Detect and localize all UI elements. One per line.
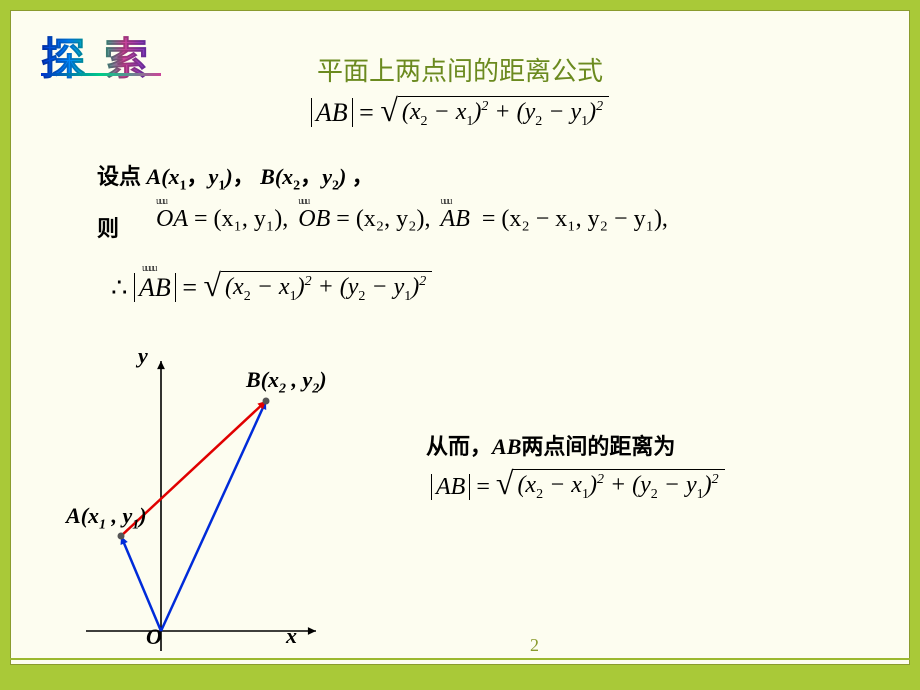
therefore-icon: ∴: [111, 273, 128, 302]
line-setpoints: 设点 A(x1，y1)， B(x2，y2) ，: [97, 159, 374, 194]
abs-AB: AB: [311, 98, 353, 127]
conclusion-text: 从而，AB两点间的距离为: [426, 429, 675, 461]
sqrt-icon: √: [496, 469, 514, 497]
vec-OA: u u u OA = (x₁, y₁),: [156, 206, 288, 233]
formula-main: AB = √ (x2 − x1)2 + (y2 − y1)2: [11, 96, 909, 130]
formula-conclusion: AB = √ (x2 − x1)2 + (y2 − y1)2: [431, 469, 725, 503]
sqrt-icon: √: [203, 271, 221, 299]
page-number: 2: [530, 635, 539, 656]
arrow-icon: u u u: [441, 196, 451, 207]
origin-label: O: [146, 624, 162, 650]
sqrt-body-3: (x2 − x1)2 + (y2 − y1)2: [513, 469, 724, 503]
arrow-icon: u u u: [298, 196, 308, 207]
line-then: 则: [97, 211, 119, 243]
sqrt-body-2: (x2 − x1)2 + (y2 − y1)2: [221, 271, 432, 305]
arrow-icon: u u u: [156, 196, 166, 207]
axis-x-label: x: [286, 623, 297, 649]
arrow-icon: u u u u: [142, 263, 156, 274]
axis-y-label: y: [138, 343, 148, 369]
slide-heading: 平面上两点间的距离公式: [11, 51, 909, 88]
vec-OB: u u u OB = (x₂, y₂),: [298, 206, 430, 233]
vec-AB: u u u AB = (x₂ − x₁, y₂ − y₁),: [441, 206, 668, 233]
point-B-label: B(x2 , y2): [246, 367, 327, 397]
bottom-accent-line: [10, 658, 910, 660]
slide-area: 探 索 平面上两点间的距离公式 AB = √ (x2 − x1)2 + (y2 …: [10, 10, 910, 665]
sqrt-icon: √: [380, 96, 398, 124]
vector-row: u u u OA = (x₁, y₁), u u u OB = (x₂, y₂)…: [156, 206, 849, 233]
therefore-row: ∴ u u u u AB = √ (x2 − x1)2 + (y2 − y1)2: [111, 271, 432, 305]
point-A-label: A(x1 , y1): [66, 503, 147, 533]
sqrt-body: (x2 − x1)2 + (y2 − y1)2: [398, 96, 609, 130]
